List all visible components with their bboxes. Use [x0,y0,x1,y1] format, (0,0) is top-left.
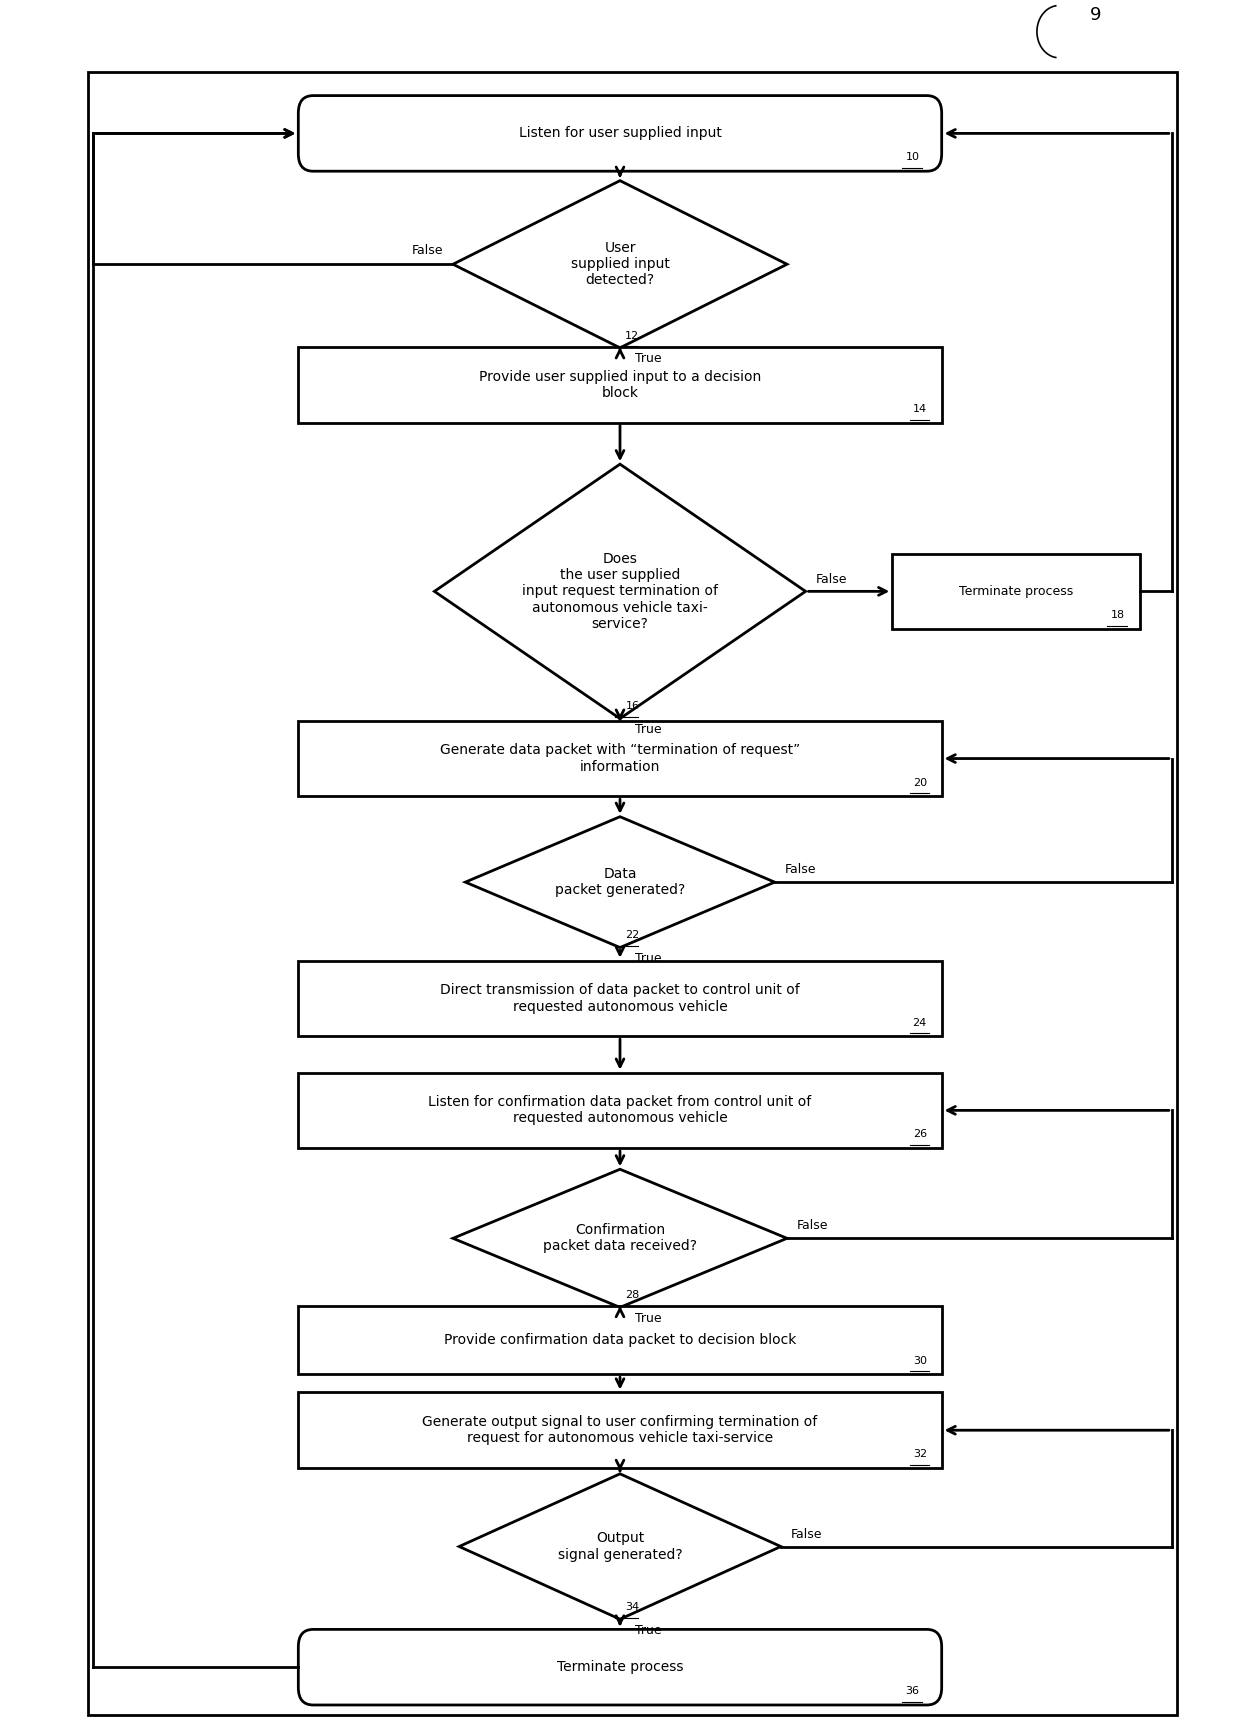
Bar [88,73,1177,1715]
Bar [299,1306,941,1375]
Text: 10: 10 [905,153,919,163]
Polygon shape [453,180,787,349]
Text: 28: 28 [625,1290,640,1300]
Text: 32: 32 [913,1450,926,1460]
Text: Listen for confirmation data packet from control unit of
requested autonomous ve: Listen for confirmation data packet from… [428,1096,812,1125]
Bar [893,553,1140,629]
Text: Generate data packet with “termination of request”
information: Generate data packet with “termination o… [440,744,800,773]
Text: True: True [635,1623,661,1637]
Text: 16: 16 [625,701,640,711]
Text: 22: 22 [625,929,640,940]
Bar [299,347,941,423]
Text: 14: 14 [913,404,926,414]
Text: User
supplied input
detected?: User supplied input detected? [570,241,670,288]
Text: False: False [816,572,847,586]
Text: 24: 24 [913,1018,926,1028]
Text: Provide user supplied input to a decision
block: Provide user supplied input to a decisio… [479,369,761,401]
Text: True: True [635,352,661,366]
Text: 12: 12 [625,331,640,340]
Bar [299,1073,941,1148]
Text: 18: 18 [1111,610,1125,621]
Bar [299,961,941,1037]
Text: True: True [635,723,661,735]
Polygon shape [465,817,775,947]
Polygon shape [459,1474,781,1620]
Text: True: True [635,952,661,964]
Text: 26: 26 [913,1129,926,1139]
Bar [299,1392,941,1469]
Text: False: False [791,1528,822,1542]
Text: Provide confirmation data packet to decision block: Provide confirmation data packet to deci… [444,1333,796,1347]
Text: 36: 36 [905,1685,919,1696]
Bar [299,721,941,796]
Text: 34: 34 [625,1602,640,1613]
FancyBboxPatch shape [299,95,941,172]
Text: 20: 20 [913,777,926,787]
Text: False: False [412,244,443,257]
FancyBboxPatch shape [299,1630,941,1705]
Text: Listen for user supplied input: Listen for user supplied input [518,127,722,140]
Polygon shape [453,1169,787,1307]
Text: Data
packet generated?: Data packet generated? [554,867,686,896]
Text: False: False [785,864,816,876]
Text: Output
signal generated?: Output signal generated? [558,1531,682,1562]
Text: Terminate process: Terminate process [959,584,1073,598]
Text: 30: 30 [913,1356,926,1365]
Text: True: True [635,1311,661,1325]
Text: 9: 9 [1090,7,1101,24]
Text: Confirmation
packet data received?: Confirmation packet data received? [543,1222,697,1254]
Text: Terminate process: Terminate process [557,1659,683,1675]
Polygon shape [434,465,806,718]
Text: Direct transmission of data packet to control unit of
requested autonomous vehic: Direct transmission of data packet to co… [440,983,800,1014]
Text: False: False [797,1219,828,1233]
Text: Does
the user supplied
input request termination of
autonomous vehicle taxi-
ser: Does the user supplied input request ter… [522,551,718,631]
Text: Generate output signal to user confirming termination of
request for autonomous : Generate output signal to user confirmin… [423,1415,817,1446]
